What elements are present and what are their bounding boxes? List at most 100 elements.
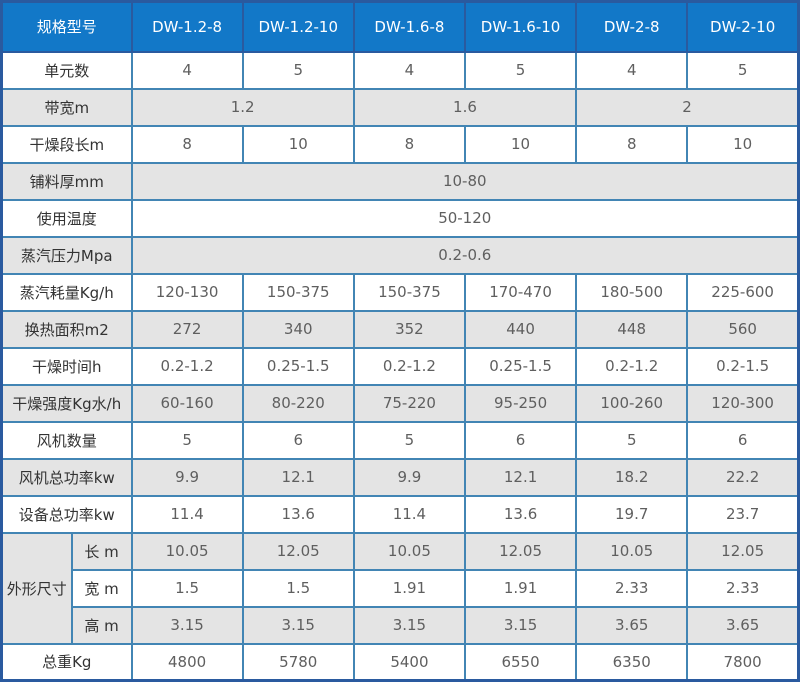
spec-value-cell: 12.05 bbox=[241, 531, 355, 571]
spec-value-cell: 10 bbox=[686, 124, 800, 164]
spec-value-cell: 3.15 bbox=[130, 605, 244, 645]
spec-value-cell: 352 bbox=[352, 309, 466, 349]
spec-value-cell: 4 bbox=[575, 50, 689, 90]
spec-value-cell: 1.6 bbox=[352, 87, 578, 127]
model-column-header: DW-2-8 bbox=[575, 0, 689, 53]
model-column-header: DW-2-10 bbox=[686, 0, 800, 53]
spec-value-cell: 6550 bbox=[463, 642, 578, 682]
spec-value-cell: 3.15 bbox=[463, 605, 578, 645]
spec-row-label: 换热面积m2 bbox=[0, 309, 133, 349]
spec-value-cell: 2.33 bbox=[686, 568, 800, 608]
spec-row-label: 蒸汽压力Mpa bbox=[0, 235, 133, 275]
table-row: 风机总功率kw 9.9 12.1 9.9 12.1 18.2 22.2 bbox=[0, 457, 800, 497]
model-column-header: DW-1.2-8 bbox=[130, 0, 244, 53]
spec-value-cell: 0.2-1.2 bbox=[352, 346, 466, 386]
table-row: 风机数量 5 6 5 6 5 6 bbox=[0, 420, 800, 460]
spec-value-cell: 10 bbox=[463, 124, 578, 164]
spec-row-label: 风机总功率kw bbox=[0, 457, 133, 497]
dimension-row-label: 宽 m bbox=[70, 568, 133, 608]
spec-value-cell: 10.05 bbox=[352, 531, 466, 571]
spec-value-cell: 13.6 bbox=[463, 494, 578, 534]
spec-value-cell: 10-80 bbox=[130, 161, 800, 201]
spec-value-cell: 6 bbox=[686, 420, 800, 460]
spec-value-cell: 3.15 bbox=[241, 605, 355, 645]
spec-value-cell: 12.1 bbox=[241, 457, 355, 497]
spec-value-cell: 180-500 bbox=[575, 272, 689, 312]
spec-value-cell: 4 bbox=[352, 50, 466, 90]
spec-value-cell: 12.05 bbox=[686, 531, 800, 571]
spec-value-cell: 12.05 bbox=[463, 531, 578, 571]
spec-value-cell: 2 bbox=[575, 87, 800, 127]
spec-value-cell: 170-470 bbox=[463, 272, 578, 312]
spec-value-cell: 10.05 bbox=[130, 531, 244, 571]
spec-value-cell: 4 bbox=[130, 50, 244, 90]
table-row: 单元数 4 5 4 5 4 5 bbox=[0, 50, 800, 90]
table-row: 高 m 3.15 3.15 3.15 3.15 3.65 3.65 bbox=[2, 605, 800, 645]
table-row: 蒸汽压力Mpa 0.2-0.6 bbox=[0, 235, 800, 275]
spec-value-cell: 0.2-0.6 bbox=[130, 235, 800, 275]
spec-value-cell: 6350 bbox=[575, 642, 689, 682]
spec-value-cell: 0.25-1.5 bbox=[463, 346, 578, 386]
spec-row-label: 蒸汽耗量Kg/h bbox=[0, 272, 133, 312]
spec-row-label: 干燥段长m bbox=[0, 124, 133, 164]
spec-value-cell: 5 bbox=[352, 420, 466, 460]
spec-value-cell: 560 bbox=[686, 309, 800, 349]
spec-value-cell: 60-160 bbox=[130, 383, 244, 423]
spec-value-cell: 13.6 bbox=[241, 494, 355, 534]
spec-value-cell: 100-260 bbox=[575, 383, 689, 423]
spec-row-label: 单元数 bbox=[0, 50, 133, 90]
header-row: 规格型号 DW-1.2-8 DW-1.2-10 DW-1.6-8 DW-1.6-10 D… bbox=[0, 0, 800, 53]
spec-value-cell: 120-130 bbox=[130, 272, 244, 312]
spec-value-cell: 75-220 bbox=[352, 383, 466, 423]
spec-value-cell: 1.2 bbox=[130, 87, 355, 127]
spec-value-cell: 0.2-1.2 bbox=[130, 346, 244, 386]
spec-row-label: 干燥强度Kg水/h bbox=[0, 383, 133, 423]
spec-value-cell: 8 bbox=[352, 124, 466, 164]
model-column-header: DW-1.2-10 bbox=[241, 0, 355, 53]
spec-value-cell: 3.65 bbox=[575, 605, 689, 645]
total-weight-label: 总重Kg bbox=[0, 642, 133, 682]
spec-value-cell: 10 bbox=[241, 124, 355, 164]
spec-value-cell: 8 bbox=[575, 124, 689, 164]
spec-value-cell: 225-600 bbox=[686, 272, 800, 312]
spec-table-body: 单元数 4 5 4 5 4 5 带宽m 1.2 1.6 2 干燥段长m 8 10 8 10 8 10 铺料厚mm 10… bbox=[0, 50, 800, 682]
spec-value-cell: 11.4 bbox=[352, 494, 466, 534]
spec-value-cell: 6 bbox=[463, 420, 578, 460]
spec-value-cell: 1.5 bbox=[241, 568, 355, 608]
spec-value-cell: 95-250 bbox=[463, 383, 578, 423]
table-row: 外形尺寸长 m 10.05 12.05 10.05 12.05 10.05 12.05 bbox=[0, 531, 800, 645]
spec-value-cell: 1.91 bbox=[352, 568, 466, 608]
spec-value-cell: 0.2-1.2 bbox=[575, 346, 689, 386]
spec-row-label: 干燥时间h bbox=[0, 346, 133, 386]
spec-value-cell: 440 bbox=[463, 309, 578, 349]
spec-value-cell: 12.1 bbox=[463, 457, 578, 497]
spec-value-cell: 9.9 bbox=[352, 457, 466, 497]
spec-value-cell: 0.2-1.5 bbox=[686, 346, 800, 386]
spec-value-cell: 5 bbox=[241, 50, 355, 90]
spec-value-cell: 7800 bbox=[686, 642, 800, 682]
model-column-header: DW-1.6-8 bbox=[352, 0, 466, 53]
spec-value-cell: 340 bbox=[241, 309, 355, 349]
dimension-group-label: 外形尺寸 bbox=[0, 531, 73, 645]
spec-value-cell: 5400 bbox=[352, 642, 466, 682]
spec-value-cell: 5 bbox=[575, 420, 689, 460]
spec-value-cell: 5 bbox=[463, 50, 578, 90]
table-row: 铺料厚mm 10-80 bbox=[0, 161, 800, 201]
table-row: 带宽m 1.2 1.6 2 bbox=[0, 87, 800, 127]
spec-value-cell: 23.7 bbox=[686, 494, 800, 534]
spec-value-cell: 11.4 bbox=[130, 494, 244, 534]
table-row: 设备总功率kw 11.4 13.6 11.4 13.6 19.7 23.7 bbox=[0, 494, 800, 534]
dimension-row-label: 长 m bbox=[70, 531, 133, 571]
spec-value-cell: 22.2 bbox=[686, 457, 800, 497]
spec-value-cell: 80-220 bbox=[241, 383, 355, 423]
spec-value-cell: 150-375 bbox=[241, 272, 355, 312]
table-row: 蒸汽耗量Kg/h 120-130 150-375 150-375 170-470 180-… bbox=[0, 272, 800, 312]
table-row: 换热面积m2 272 340 352 440 448 560 bbox=[0, 309, 800, 349]
table-row: 宽 m 1.5 1.5 1.91 1.91 2.33 2.33 bbox=[2, 568, 800, 608]
spec-value-cell: 5 bbox=[686, 50, 800, 90]
spec-value-cell: 3.65 bbox=[686, 605, 800, 645]
spec-value-cell: 150-375 bbox=[352, 272, 466, 312]
table-row: 干燥段长m 8 10 8 10 8 10 bbox=[0, 124, 800, 164]
model-column-header: DW-1.6-10 bbox=[463, 0, 578, 53]
